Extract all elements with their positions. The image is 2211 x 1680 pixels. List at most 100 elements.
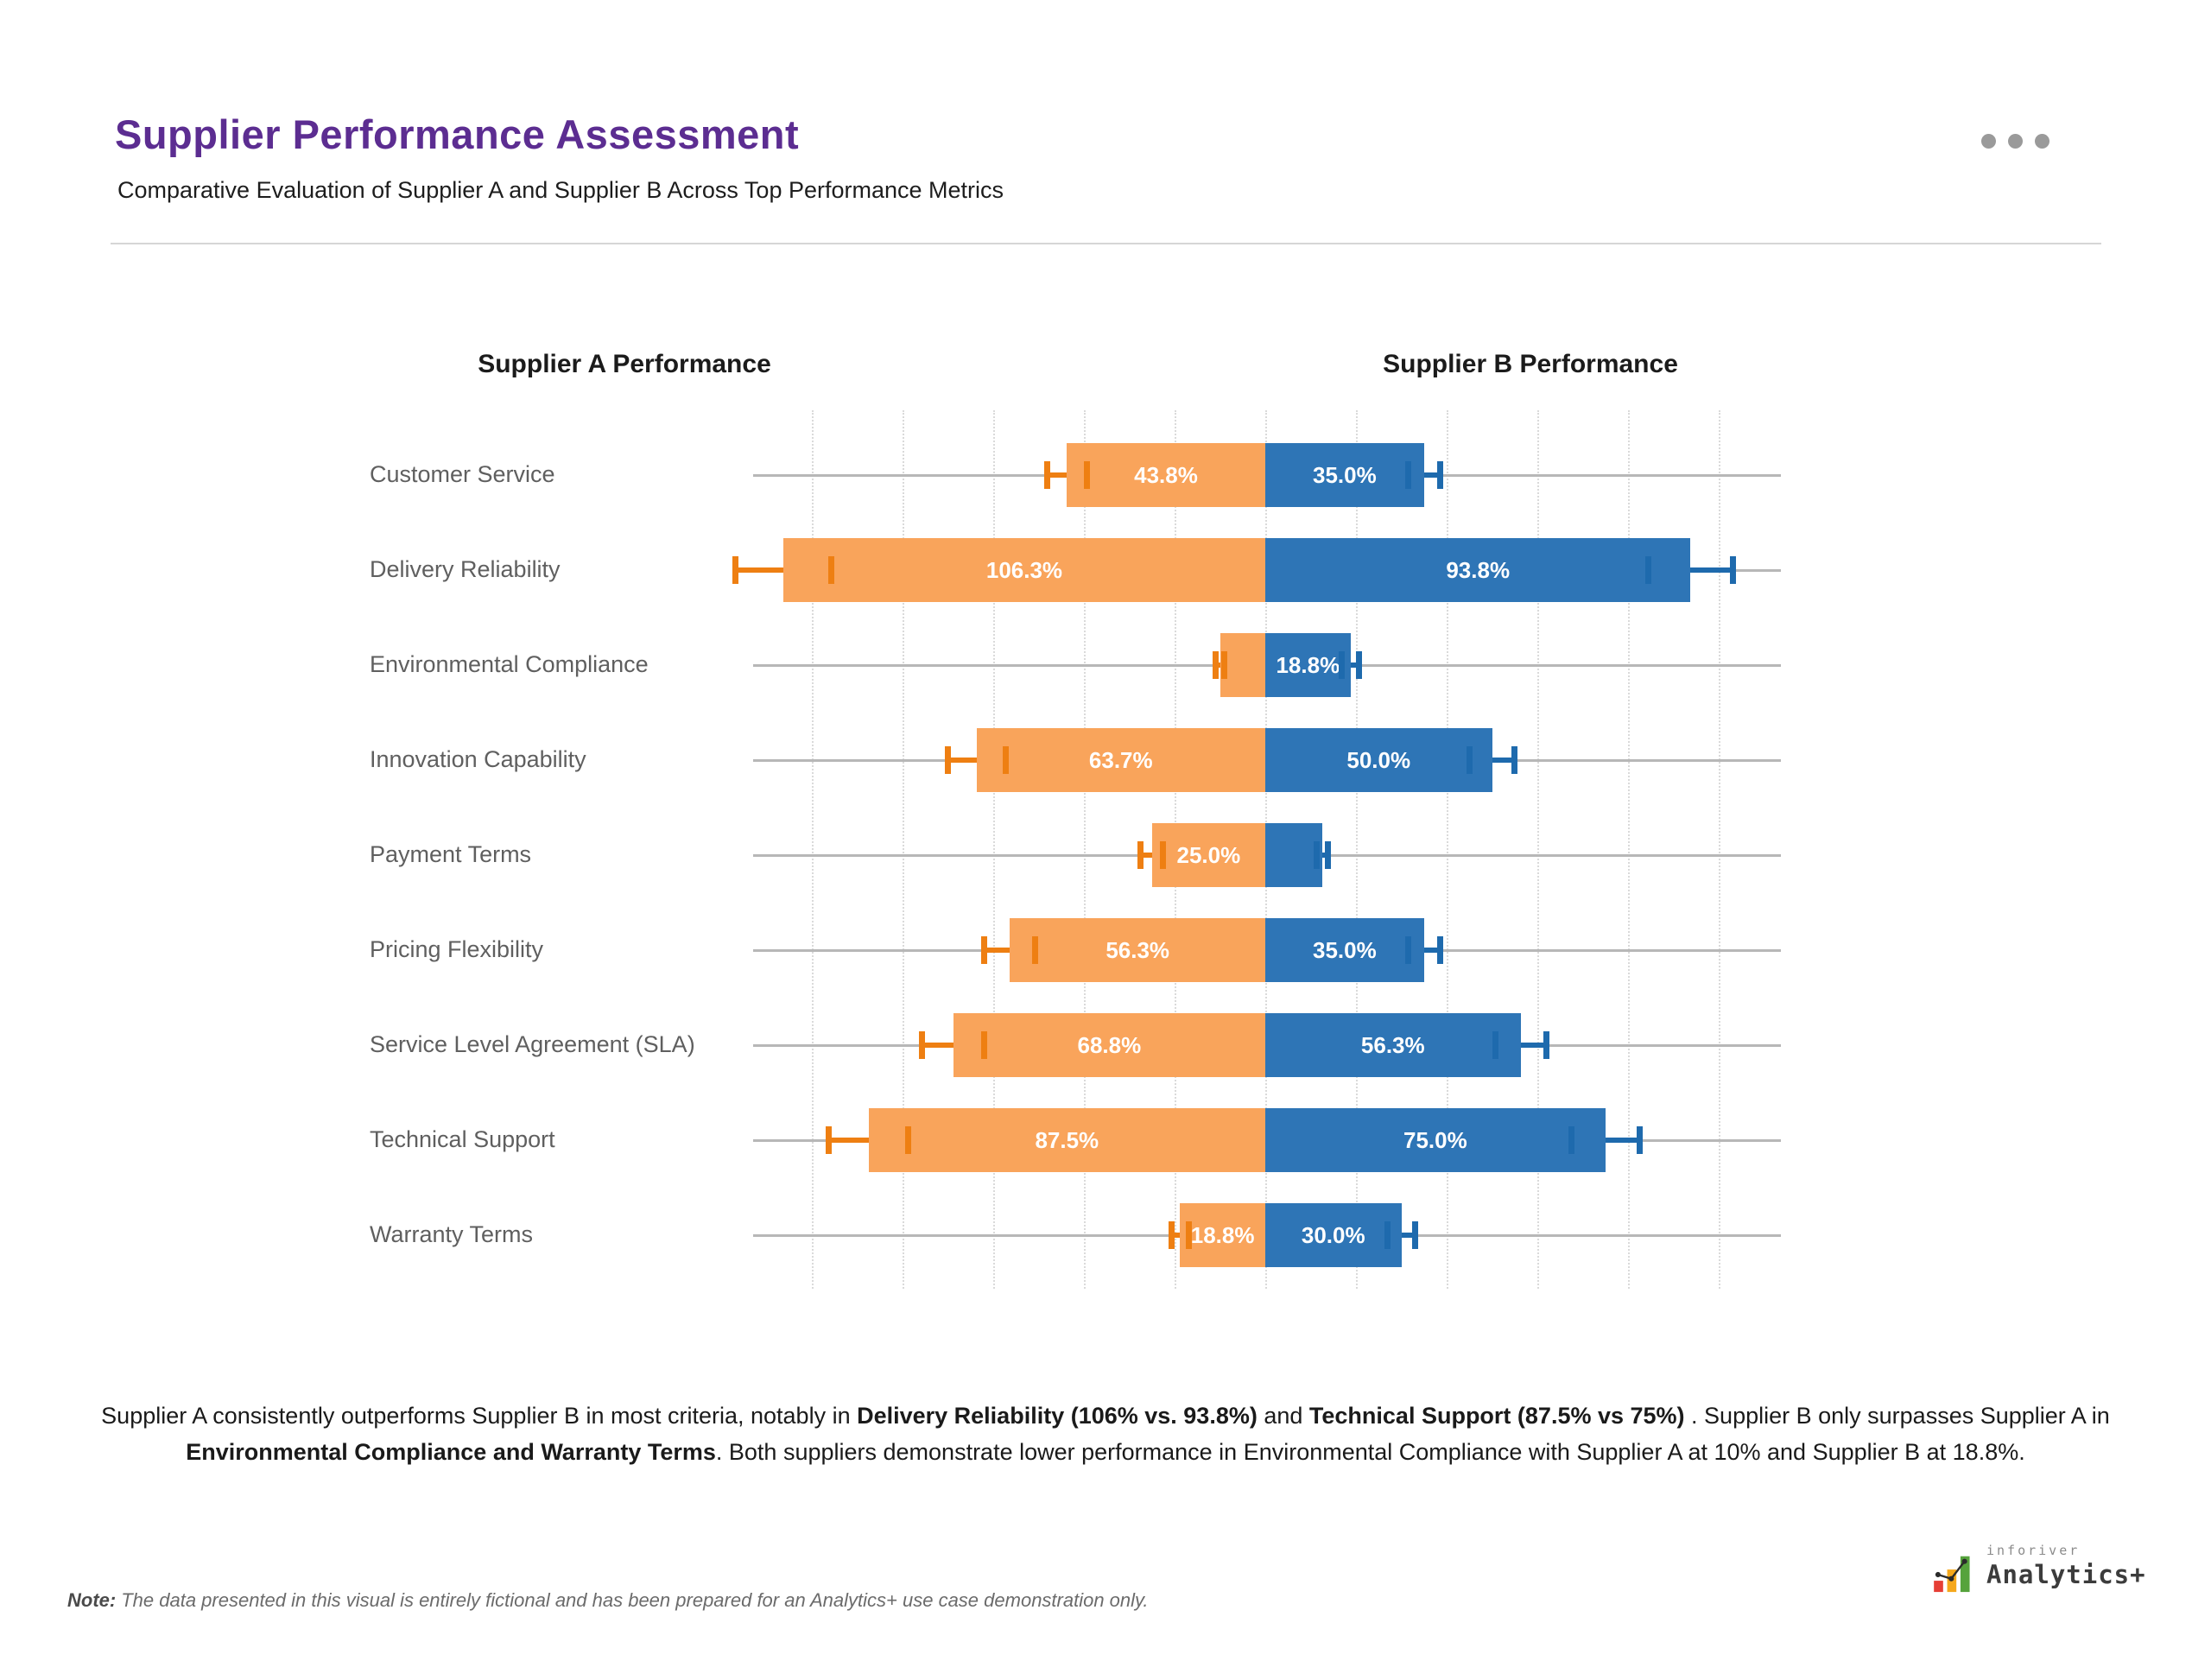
error-bar-supplier-b-line — [1571, 1138, 1640, 1143]
more-options-icon[interactable] — [1981, 134, 2049, 149]
footer-note-text: The data presented in this visual is ent… — [121, 1589, 1149, 1611]
error-bar-supplier-a-line — [735, 567, 832, 573]
bar-supplier-a[interactable]: 43.8% — [1067, 443, 1265, 507]
error-bar-supplier-a-cap — [1083, 461, 1090, 489]
logo-brand-text: inforiver — [1986, 1543, 2081, 1558]
error-bar-supplier-a-cap — [981, 1031, 988, 1059]
summary-text: Supplier A consistently outperforms Supp… — [73, 1398, 2138, 1470]
error-bar-supplier-b-cap — [1466, 746, 1473, 774]
error-bar-supplier-a-cap — [981, 936, 988, 964]
category-label: Payment Terms — [370, 841, 532, 867]
error-bar-supplier-a-cap — [1043, 461, 1050, 489]
category-label: Innovation Capability — [370, 746, 586, 772]
error-bar-supplier-b-line — [1648, 567, 1733, 573]
bar-value-label: 35.0% — [1313, 936, 1377, 963]
category-label: Warranty Terms — [370, 1221, 534, 1247]
bar-supplier-a[interactable]: 18.8% — [1180, 1203, 1265, 1267]
error-bar-supplier-a-cap — [1002, 746, 1009, 774]
gridline — [1356, 410, 1358, 1289]
gridline — [1719, 410, 1720, 1289]
bar-value-label: 75.0% — [1403, 1126, 1467, 1153]
error-bar-supplier-b-cap — [1644, 556, 1651, 584]
bar-value-label: 35.0% — [1313, 461, 1377, 488]
bar-value-label: 30.0% — [1301, 1221, 1365, 1248]
header-divider — [111, 243, 2101, 244]
error-bar-supplier-b-cap — [1404, 936, 1411, 964]
summary-segment: . Supplier B only surpasses Supplier A i… — [1684, 1403, 2110, 1429]
bar-supplier-a[interactable] — [1220, 633, 1265, 697]
error-bar-supplier-b-line — [1341, 662, 1359, 668]
bar-supplier-b[interactable]: 18.8% — [1265, 633, 1351, 697]
error-bar-supplier-b-cap — [1543, 1031, 1549, 1059]
vendor-logo: inforiver Analytics+ — [1933, 1543, 2146, 1601]
page-title: Supplier Performance Assessment — [115, 111, 800, 157]
error-bar-supplier-a-line — [922, 1043, 985, 1048]
gridline — [1537, 410, 1539, 1289]
supplier-b-column-header: Supplier B Performance — [1383, 350, 1678, 378]
error-bar-supplier-a-cap — [826, 1126, 833, 1154]
bar-supplier-b[interactable]: 75.0% — [1265, 1108, 1606, 1172]
bar-supplier-b[interactable]: 35.0% — [1265, 443, 1424, 507]
bar-value-label: 56.3% — [1106, 936, 1170, 963]
bar-value-label: 87.5% — [1035, 1126, 1099, 1153]
error-bar-supplier-a-line — [1171, 1233, 1189, 1238]
bar-supplier-b[interactable] — [1265, 823, 1322, 887]
error-bar-supplier-b-line — [1469, 758, 1515, 763]
gridline — [812, 410, 814, 1289]
bar-supplier-a[interactable]: 63.7% — [976, 728, 1265, 792]
bar-value-label: 56.3% — [1360, 1031, 1425, 1058]
error-bar-supplier-a-cap — [919, 1031, 926, 1059]
category-label: Service Level Agreement (SLA) — [370, 1031, 695, 1057]
error-bar-supplier-b-cap — [1511, 746, 1518, 774]
page-subtitle: Comparative Evaluation of Supplier A and… — [117, 177, 1004, 203]
category-label: Delivery Reliability — [370, 556, 561, 582]
bar-supplier-b[interactable]: 35.0% — [1265, 918, 1424, 982]
bar-supplier-a[interactable]: 25.0% — [1151, 823, 1265, 887]
error-bar-supplier-b-cap — [1436, 461, 1443, 489]
error-bar-supplier-a-line — [1047, 472, 1087, 478]
ellipsis-dot — [2035, 134, 2049, 149]
bar-value-label: 68.8% — [1077, 1031, 1142, 1058]
error-bar-supplier-a-cap — [1168, 1221, 1175, 1249]
bar-value-label: 25.0% — [1176, 841, 1241, 868]
error-bar-supplier-a-cap — [1221, 651, 1228, 679]
ellipsis-dot — [2008, 134, 2023, 149]
logo-product-text: Analytics+ — [1986, 1560, 2146, 1589]
error-bar-supplier-b-line — [1408, 472, 1441, 478]
bar-supplier-b[interactable]: 30.0% — [1265, 1203, 1402, 1267]
logo-bars-icon — [1934, 1556, 1970, 1593]
error-bar-supplier-b-cap — [1568, 1126, 1574, 1154]
error-bar-supplier-b-line — [1408, 948, 1441, 953]
bar-value-label: 106.3% — [985, 556, 1063, 583]
bar-supplier-b[interactable]: 50.0% — [1265, 728, 1492, 792]
error-bar-supplier-a-cap — [905, 1126, 912, 1154]
category-label: Environmental Compliance — [370, 651, 649, 677]
error-bar-supplier-a-cap — [1137, 841, 1144, 869]
error-bar-supplier-a-cap — [828, 556, 835, 584]
bar-supplier-b[interactable]: 93.8% — [1265, 538, 1691, 602]
category-label: Customer Service — [370, 461, 555, 487]
error-bar-supplier-a-line — [984, 948, 1036, 953]
summary-highlight: Environmental Compliance and Warranty Te… — [186, 1439, 716, 1465]
error-bar-supplier-b-line — [1387, 1233, 1416, 1238]
category-label: Pricing Flexibility — [370, 936, 544, 962]
bar-value-label: 18.8% — [1276, 651, 1340, 678]
error-bar-supplier-a-cap — [732, 556, 738, 584]
summary-highlight: Technical Support (87.5% vs 75%) — [1308, 1403, 1685, 1429]
bar-supplier-b[interactable]: 56.3% — [1265, 1013, 1521, 1077]
gridline — [1628, 410, 1630, 1289]
bar-supplier-a[interactable]: 68.8% — [953, 1013, 1265, 1077]
summary-highlight: Delivery Reliability (106% vs. 93.8%) — [857, 1403, 1258, 1429]
gridline — [903, 410, 904, 1289]
bar-value-label: 93.8% — [1446, 556, 1511, 583]
bar-supplier-a[interactable]: 87.5% — [868, 1108, 1265, 1172]
error-bar-supplier-a-cap — [944, 746, 951, 774]
bar-supplier-a[interactable]: 56.3% — [1010, 918, 1265, 982]
gridline — [1084, 410, 1086, 1289]
bar-supplier-a[interactable]: 106.3% — [782, 538, 1265, 602]
ellipsis-dot — [1981, 134, 1996, 149]
error-bar-supplier-a-cap — [1212, 651, 1219, 679]
error-bar-supplier-a-cap — [1185, 1221, 1192, 1249]
